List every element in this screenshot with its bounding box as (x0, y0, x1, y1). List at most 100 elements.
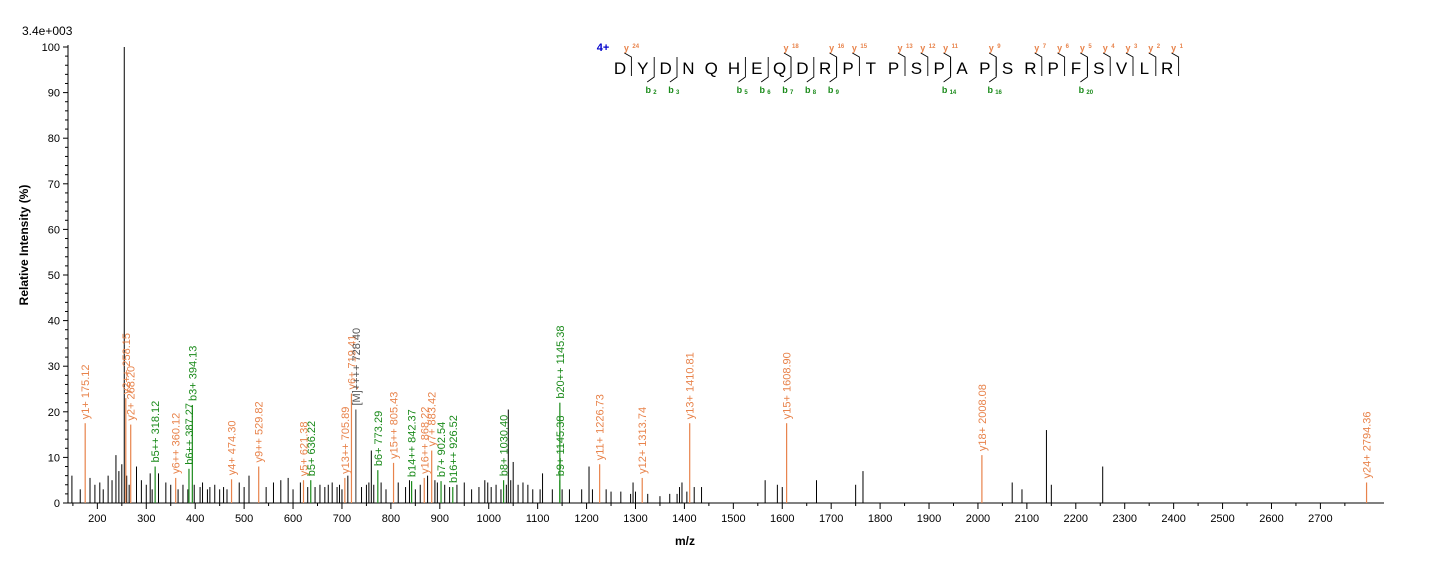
b-ion-tag: b (828, 85, 834, 95)
y-fragment-mark (920, 52, 929, 76)
sequence-residue: P (979, 59, 990, 78)
b-ion-tag: b (942, 85, 948, 95)
y-ion-tag: y (920, 43, 925, 53)
x-tick-label: 2600 (1259, 513, 1283, 525)
b-ion-tag: b (987, 85, 993, 95)
y-ion-tag: y (829, 43, 834, 53)
y-ion-tag: y (1148, 43, 1153, 53)
x-tick-label: 400 (186, 513, 204, 525)
b-ion-number: 20 (1086, 90, 1093, 96)
b-fragment-mark (806, 57, 815, 83)
b-ion-number: 6 (767, 90, 771, 96)
y-ion-tag: y (624, 43, 629, 53)
x-tick-label: 2400 (1161, 513, 1185, 525)
x-tick-label: 1800 (868, 513, 892, 525)
y-tick-label: 90 (48, 88, 60, 100)
x-tick-label: 1500 (721, 513, 745, 525)
peak-label: b7+ 902.54 (436, 422, 448, 477)
sequence-residue: E (751, 59, 762, 78)
y-ion-number: 12 (929, 44, 936, 50)
sequence-residue: S (1002, 59, 1013, 78)
b-ion-number: 2 (653, 90, 657, 96)
x-tick-label: 600 (284, 513, 302, 525)
x-tick-label: 2100 (1015, 513, 1039, 525)
peak-label: y18+ 2008.08 (977, 384, 989, 451)
y-ion-number: 11 (952, 44, 959, 50)
y-ion-tag: y (852, 43, 857, 53)
x-tick-label: 2200 (1064, 513, 1088, 525)
peak-label: y1+ 175.12 (80, 364, 92, 419)
y-ion-number: 3 (1134, 44, 1138, 50)
b-ion-tag: b (1079, 85, 1085, 95)
peak-label: b6+ 773.29 (373, 411, 385, 466)
y-tick-label: 100 (42, 42, 60, 54)
peak-label: b5++ 318.12 (150, 401, 162, 463)
sequence-residue: Y (637, 59, 648, 78)
b-fragment-mark (1080, 57, 1088, 83)
peak-label: y6+ 719.41 (346, 335, 358, 390)
x-tick-label: 200 (88, 513, 106, 525)
peak-label: y4+ 474.30 (227, 421, 239, 476)
peak-label: y6++ 360.12 (171, 413, 183, 474)
sequence-residue: A (956, 59, 968, 78)
peak-label: b9+ 1145.38 (555, 416, 567, 477)
sequence-residue: P (842, 59, 853, 78)
sequence-residue: V (1116, 59, 1128, 78)
b-ion-tag: b (668, 85, 674, 95)
x-tick-label: 800 (382, 513, 400, 525)
sequence-residue: Q (705, 59, 718, 78)
x-tick-label: 1900 (917, 513, 941, 525)
peak-label: y24+ 2794.36 (1362, 411, 1374, 478)
peak-label: b3+ 394.13 (187, 346, 199, 401)
peak-label: y16++ 868.22 (419, 407, 431, 474)
b-ion-tag: b (805, 85, 811, 95)
b-fragment-mark (760, 57, 769, 83)
y-tick-label: 80 (48, 133, 60, 145)
peptide-sequence: 4+D Y D N Q H E Q D R P T P S P A P S R P F S V L Ry 24 y 18 y 16 y 15 y… (597, 42, 1184, 96)
y-ion-number: 16 (838, 44, 845, 50)
sequence-residue: S (1093, 59, 1104, 78)
b-ion-number: 5 (744, 90, 748, 96)
x-tick-label: 1600 (770, 513, 794, 525)
peak-label: y15++ 805.43 (389, 392, 401, 459)
y-ion-number: 5 (1088, 44, 1092, 50)
y-ion-tag: y (783, 43, 788, 53)
x-tick-label: 1100 (526, 513, 550, 525)
x-tick-label: 900 (431, 513, 449, 525)
peak-label: y5+ 621.38 (299, 421, 311, 476)
y-fragment-mark (897, 52, 906, 76)
y-tick-label: 10 (48, 452, 60, 464)
y-ion-number: 7 (1043, 44, 1047, 50)
y-ion-tag: y (989, 43, 994, 53)
axes: 0 10 20 30 40 50 60 70 80 90 100 200 300 400 500 600 700… (42, 42, 1384, 525)
b-fragment-mark (738, 57, 746, 83)
y-tick-label: 60 (48, 224, 60, 236)
b-fragment-mark (988, 57, 997, 83)
b-fragment-mark (829, 57, 838, 83)
y-fragment-mark (1148, 52, 1157, 76)
b-ion-tag: b (782, 85, 788, 95)
sequence-residue: F (1071, 59, 1081, 78)
y-fragment-mark (1102, 52, 1111, 76)
peak-label: y7+ 883.42 (427, 392, 439, 447)
y-ion-tag: y (1103, 43, 1108, 53)
y-tick-label: 20 (48, 407, 60, 419)
x-tick-label: 1700 (819, 513, 843, 525)
intensity-scale-label: 3.4e+003 (22, 24, 73, 38)
x-tick-label: 700 (333, 513, 351, 525)
peak-label: y13+ 1410.81 (685, 352, 697, 419)
x-tick-label: 500 (235, 513, 253, 525)
x-tick-label: 300 (137, 513, 155, 525)
x-tick-label: 2300 (1112, 513, 1136, 525)
peak-label: y2++ 258.15 (121, 333, 133, 394)
peak-label: y12+ 1313.74 (637, 407, 649, 474)
b-fragment-mark (943, 57, 952, 83)
y-tick-label: 50 (48, 270, 60, 282)
b-ion-tag: b (759, 85, 765, 95)
x-tick-label: 1200 (574, 513, 598, 525)
b-fragment-mark (646, 57, 655, 83)
sequence-residue: Q (773, 59, 786, 78)
b-ion-number: 3 (676, 90, 680, 96)
x-tick-label: 1000 (476, 513, 500, 525)
b-ion-number: 16 (995, 90, 1002, 96)
